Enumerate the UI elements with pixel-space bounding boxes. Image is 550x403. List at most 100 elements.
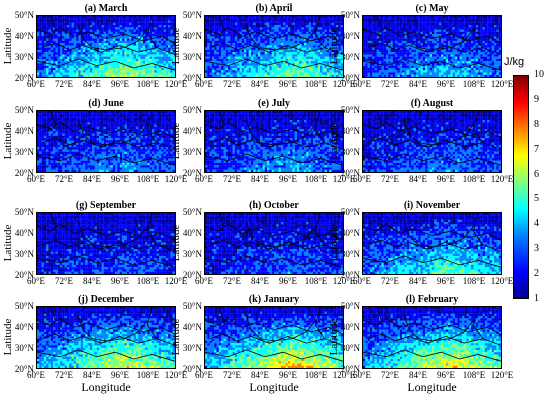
heatmap-cell <box>101 58 104 62</box>
x-tick-label: 84°E <box>82 79 102 89</box>
heatmap-cell <box>297 16 300 19</box>
heatmap-cell <box>119 45 123 48</box>
heatmap-cell <box>244 18 247 21</box>
heatmap-cell <box>287 45 291 48</box>
heatmap-cell <box>124 40 127 44</box>
heatmap-cell <box>147 20 150 23</box>
heatmap-cell <box>53 34 56 37</box>
heatmap-cell <box>438 65 442 69</box>
heatmap-cell <box>381 54 384 57</box>
heatmap-cell <box>441 20 444 23</box>
heatmap-cell <box>112 67 116 71</box>
heatmap-cell <box>80 49 84 53</box>
heatmap-cell <box>246 40 249 44</box>
heatmap-cell <box>89 65 93 69</box>
heatmap-cell <box>73 40 77 44</box>
heatmap-cell <box>163 63 166 66</box>
heatmap-cell <box>94 65 97 69</box>
heatmap-cell <box>168 52 171 55</box>
heatmap-cell <box>80 52 84 55</box>
heatmap-cell <box>271 34 275 37</box>
heatmap-cell <box>257 49 261 53</box>
heatmap-cell <box>303 29 307 32</box>
heatmap-cell <box>369 20 373 23</box>
heatmap-cell <box>313 52 316 55</box>
heatmap-cell <box>140 111 143 114</box>
heatmap-cell <box>140 38 143 41</box>
heatmap-cell <box>78 63 81 66</box>
heatmap-cell <box>383 74 387 77</box>
heatmap-cell <box>78 38 81 41</box>
heatmap-cell <box>62 52 65 55</box>
heatmap-cell <box>60 111 63 114</box>
heatmap-cell <box>280 67 284 71</box>
heatmap-cell <box>478 45 481 48</box>
heatmap-cell <box>338 58 341 62</box>
heatmap-cell <box>420 22 423 26</box>
heatmap-cell <box>133 43 137 46</box>
heatmap-cell <box>108 67 111 71</box>
heatmap-cell <box>142 27 146 30</box>
heatmap-cell <box>491 38 495 41</box>
heatmap-cell <box>257 29 261 32</box>
heatmap-cell <box>331 45 334 48</box>
heatmap-cell <box>253 61 256 64</box>
heatmap-cell <box>434 40 437 44</box>
heatmap-cell <box>457 43 460 46</box>
heatmap-cell <box>429 16 433 19</box>
heatmap-cell <box>87 74 91 77</box>
heatmap-cell <box>308 27 311 30</box>
heatmap-cell <box>260 20 263 23</box>
heatmap-cell <box>464 16 467 19</box>
heatmap-cell <box>468 25 472 28</box>
heatmap-cell <box>484 25 488 28</box>
heatmap-cell <box>404 36 407 39</box>
heatmap-cell <box>60 47 63 51</box>
heatmap-cell <box>303 47 307 51</box>
heatmap-cell <box>276 16 279 19</box>
heatmap-cell <box>73 20 77 23</box>
heatmap-cell <box>106 47 109 51</box>
heatmap-cell <box>452 36 456 39</box>
heatmap-cell <box>409 22 412 26</box>
heatmap-cell <box>62 36 65 39</box>
heatmap-cell <box>324 65 328 69</box>
heatmap-cell <box>264 45 268 48</box>
heatmap-cell <box>244 74 247 77</box>
heatmap-cell <box>248 20 252 23</box>
heatmap-cell <box>374 36 377 39</box>
heatmap-cell <box>461 74 465 77</box>
heatmap-cell <box>119 27 123 30</box>
heatmap-cell <box>392 22 396 26</box>
heatmap-cell <box>48 20 51 23</box>
heatmap-cell <box>60 58 63 62</box>
heatmap-cell <box>420 25 423 28</box>
heatmap-cell <box>326 31 330 35</box>
heatmap-cell <box>429 63 433 66</box>
heatmap-cell <box>168 25 171 28</box>
heatmap-cell <box>145 49 148 53</box>
heatmap-cell <box>156 111 160 114</box>
heatmap-cell <box>315 45 318 48</box>
heatmap-cell <box>135 72 139 75</box>
heatmap-cell <box>55 43 58 46</box>
heatmap-cell <box>306 74 309 77</box>
heatmap-cell <box>115 40 118 44</box>
heatmap-cell <box>149 52 153 55</box>
heatmap-cell <box>415 18 419 21</box>
heatmap-cell <box>388 52 391 55</box>
heatmap-cell <box>322 61 325 64</box>
heatmap-cell <box>404 47 407 51</box>
heatmap-cell <box>478 36 481 39</box>
heatmap-cell <box>278 16 282 19</box>
heatmap-cell <box>37 38 40 41</box>
heatmap-cell <box>221 67 224 71</box>
heatmap-cell <box>331 38 334 41</box>
heatmap-cell <box>369 58 373 62</box>
heatmap-cell <box>306 63 309 66</box>
heatmap-cell <box>76 22 79 26</box>
heatmap-cell <box>124 25 127 28</box>
heatmap-cell <box>246 43 249 46</box>
heatmap-cell <box>62 20 65 23</box>
heatmap-cell <box>37 16 40 19</box>
